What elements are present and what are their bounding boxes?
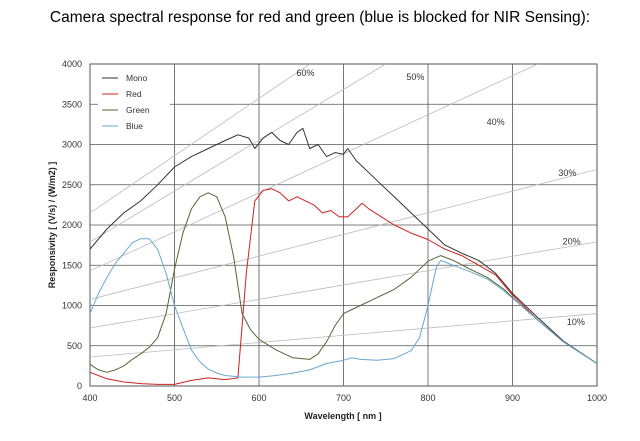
series-line-red xyxy=(90,188,597,385)
x-tick-label: 800 xyxy=(420,393,435,403)
efficiency-label: 60% xyxy=(296,68,314,78)
series-line-mono xyxy=(90,127,597,364)
x-tick-label: 600 xyxy=(251,393,266,403)
y-tick-label: 0 xyxy=(77,381,82,391)
efficiency-line xyxy=(90,64,386,243)
efficiency-label: 40% xyxy=(487,117,505,127)
efficiency-line xyxy=(90,64,539,272)
x-tick-label: 500 xyxy=(167,393,182,403)
efficiency-label: 10% xyxy=(567,317,585,327)
y-tick-labels: 0 500 1000 1500 2000 2500 3000 3500 4000 xyxy=(62,59,82,391)
y-tick-label: 3000 xyxy=(62,140,82,150)
legend: Mono Red Green Blue xyxy=(98,70,170,132)
x-tick-label: 700 xyxy=(336,393,351,403)
x-tick-labels: 400 500 600 700 800 900 1000 xyxy=(82,393,607,403)
legend-label-blue: Blue xyxy=(126,121,143,131)
page-title: Camera spectral response for red and gre… xyxy=(49,9,591,26)
efficiency-line xyxy=(90,64,310,214)
efficiency-line xyxy=(90,241,597,329)
x-tick-label: 400 xyxy=(82,393,97,403)
series-lines xyxy=(90,127,597,385)
legend-label-mono: Mono xyxy=(126,73,148,83)
efficiency-label: 30% xyxy=(558,168,576,178)
x-axis-label: Wavelength [ nm ] xyxy=(304,411,381,421)
legend-box xyxy=(98,70,170,132)
y-tick-label: 1500 xyxy=(62,260,82,270)
y-tick-label: 4000 xyxy=(62,59,82,69)
series-line-blue xyxy=(90,238,597,378)
y-tick-label: 2000 xyxy=(62,220,82,230)
efficiency-label: 20% xyxy=(563,236,581,246)
grid xyxy=(89,63,598,387)
efficiency-labels: 60% 50% 40% 30% 20% 10% xyxy=(296,68,584,327)
x-tick-label: 1000 xyxy=(587,393,607,403)
efficiency-line xyxy=(90,169,597,300)
efficiency-lines xyxy=(90,64,597,358)
y-axis-label: Responsivity [ (V/s) / (W/m2) ] xyxy=(47,162,57,289)
y-tick-label: 500 xyxy=(67,341,82,351)
efficiency-label: 50% xyxy=(406,72,424,82)
y-tick-label: 1000 xyxy=(62,301,82,311)
efficiency-line xyxy=(90,313,597,358)
legend-label-red: Red xyxy=(126,89,142,99)
x-tick-label: 900 xyxy=(505,393,520,403)
legend-label-green: Green xyxy=(126,105,150,115)
y-tick-label: 2500 xyxy=(62,180,82,190)
series-line-green xyxy=(90,192,597,373)
y-tick-label: 3500 xyxy=(62,99,82,109)
